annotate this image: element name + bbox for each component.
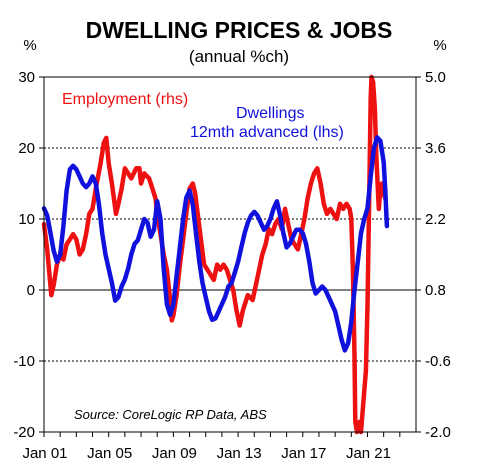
dwellings-line [41,135,390,353]
left-tick-label: 20 [18,140,35,157]
right-tick-label: 5.0 [425,69,446,86]
x-tick-label: Jan 17 [281,445,326,462]
left-tick-label: 10 [18,211,35,228]
x-tick-label: Jan 01 [22,445,67,462]
left-axis-unit: % [23,37,36,54]
left-tick-label: -20 [13,424,35,441]
source-note: Source: CoreLogic RP Data, ABS [74,407,267,422]
x-axis-ticks: Jan 01 Jan 05 Jan 09 Jan 13 Jan 17 Jan 21 [22,432,401,462]
employment-line [41,74,388,435]
dwellings-label: Dwellings [236,105,304,122]
right-tick-label: 0.8 [425,282,446,299]
x-tick-label: Jan 13 [217,445,262,462]
right-tick-label: 2.2 [425,211,446,228]
chart-subtitle: (annual %ch) [189,47,289,66]
plot-frame [43,76,417,433]
left-axis-ticks: 30 20 10 0 -10 -20 [13,69,44,441]
left-tick-label: -10 [13,353,35,370]
chart-title: DWELLING PRICES & JOBS [86,17,393,43]
right-tick-label: 3.6 [425,140,446,157]
x-tick-label: Jan 09 [152,445,197,462]
left-tick-label: 30 [18,69,35,86]
employment-label: Employment (rhs) [62,91,188,108]
left-tick-label: 0 [27,282,35,299]
series-lines [41,74,390,435]
x-tick-label: Jan 05 [87,445,132,462]
x-tick-label: Jan 21 [346,445,391,462]
dwellings-label-line2: 12mth advanced (lhs) [190,124,344,141]
right-tick-label: -0.6 [425,353,451,370]
right-axis-unit: % [433,37,446,54]
right-axis-ticks: 5.0 3.6 2.2 0.8 -0.6 -2.0 [416,69,451,441]
right-tick-label: -2.0 [425,424,451,441]
